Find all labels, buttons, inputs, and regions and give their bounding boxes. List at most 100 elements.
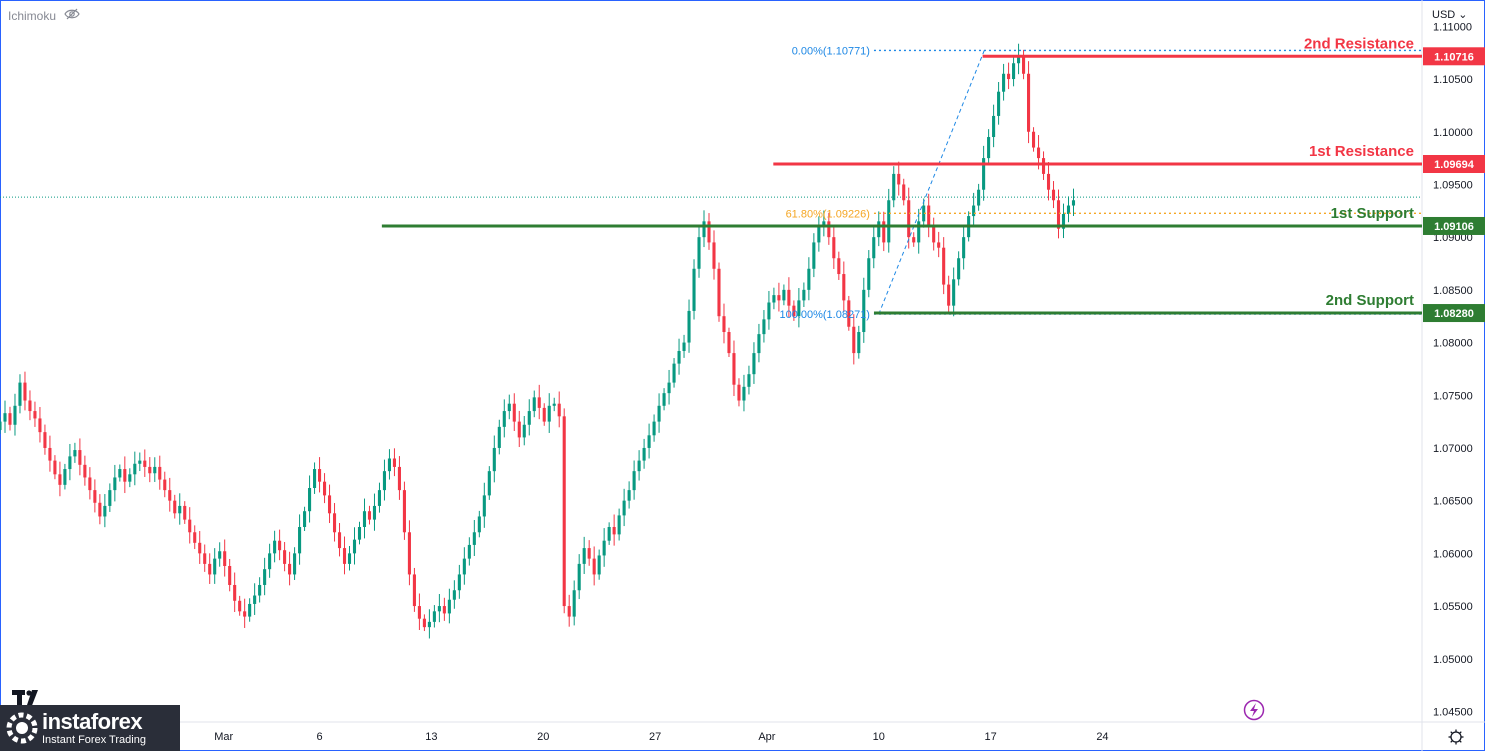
candle [238,595,242,616]
candle [872,226,876,269]
candle-body [452,590,456,600]
candle-body [927,205,931,227]
candle-body [1051,189,1056,201]
price-tick-label: 1.10500 [1433,74,1473,86]
candle-body [552,403,556,406]
time-tick-label: 20 [537,731,549,743]
candle-body [1036,147,1041,159]
fib-level-label: 100.00%(1.08271) [779,309,870,321]
candle [412,567,416,612]
time-tick-label: 17 [984,731,996,743]
candle [532,390,536,418]
candle [327,484,332,524]
candle-body [198,542,202,554]
candle-body [902,184,906,201]
candle [807,257,811,301]
price-tick-label: 1.11000 [1433,21,1472,33]
level-name: 1st Resistance [1309,143,1414,160]
candle [118,464,122,482]
candle-body [203,553,207,564]
price-tick-label: 1.07000 [1433,443,1473,455]
candle-body [367,511,372,520]
candle [477,510,481,538]
candle-body [557,403,561,417]
candle [33,401,37,427]
candle [168,477,172,512]
candle [732,340,736,397]
candle [457,564,461,599]
candle-body [18,382,22,406]
candle [422,614,426,632]
candle-body [872,237,876,259]
candle [932,217,936,251]
candle [992,104,996,148]
eye-off-icon[interactable] [64,8,80,23]
candle-body [1017,55,1021,64]
candle-body [517,421,521,438]
candle-body [178,505,182,514]
candle-body [582,548,586,564]
indicator-name[interactable]: Ichimoku [8,8,57,23]
candle-body [887,200,891,243]
candle [837,251,841,280]
candle [802,282,806,308]
time-tick-label: 13 [425,731,437,743]
candle [672,358,676,388]
candle [38,406,42,443]
candle [812,233,816,278]
candle [957,251,961,286]
candle [717,262,721,322]
candle [203,544,207,572]
candle-body [877,221,881,238]
candle [832,225,836,269]
currency-selector[interactable]: USD ⌄ [1432,8,1468,21]
candle-body [602,540,606,556]
chevron-down-icon: ⌄ [1458,9,1468,21]
candle-body [1027,73,1031,132]
tradingview-logo-icon [12,690,44,713]
candle [467,537,471,566]
candle [98,494,102,525]
lightning-icon[interactable] [1243,699,1265,721]
candle-body [817,226,821,243]
candle-body [148,466,152,474]
time-tick-label: 27 [649,731,661,743]
candle [1056,189,1061,239]
candle-body [977,189,981,206]
candle-body [482,495,486,517]
candle [612,514,616,546]
candle-body [692,268,696,311]
candle-body [912,237,916,243]
candle-body [193,532,197,543]
price-tick-label: 1.08500 [1433,285,1473,297]
candle [817,216,821,252]
candle-body [238,600,242,612]
candle [1041,151,1046,180]
candle [827,212,831,245]
candle [527,399,531,436]
candle-body [622,500,626,516]
candle-body [612,527,616,535]
candle-body [752,353,756,375]
candle-body [797,300,801,317]
candle-body [822,221,826,227]
candle-body [1012,63,1016,80]
candle-body [702,221,706,238]
candle-body [672,363,676,383]
candle [762,310,766,343]
level-price-tag [1423,216,1485,235]
candle-body [128,474,132,482]
candle [318,457,322,493]
gear-icon[interactable] [1448,729,1464,745]
candle [3,400,7,433]
candle-body [253,595,257,604]
candle-body [83,464,87,478]
candle-body [727,332,731,354]
candle [18,374,22,414]
level-price-label: 1.10716 [1434,51,1474,63]
candle [1046,162,1051,201]
candle [642,438,646,469]
candle [537,384,541,420]
